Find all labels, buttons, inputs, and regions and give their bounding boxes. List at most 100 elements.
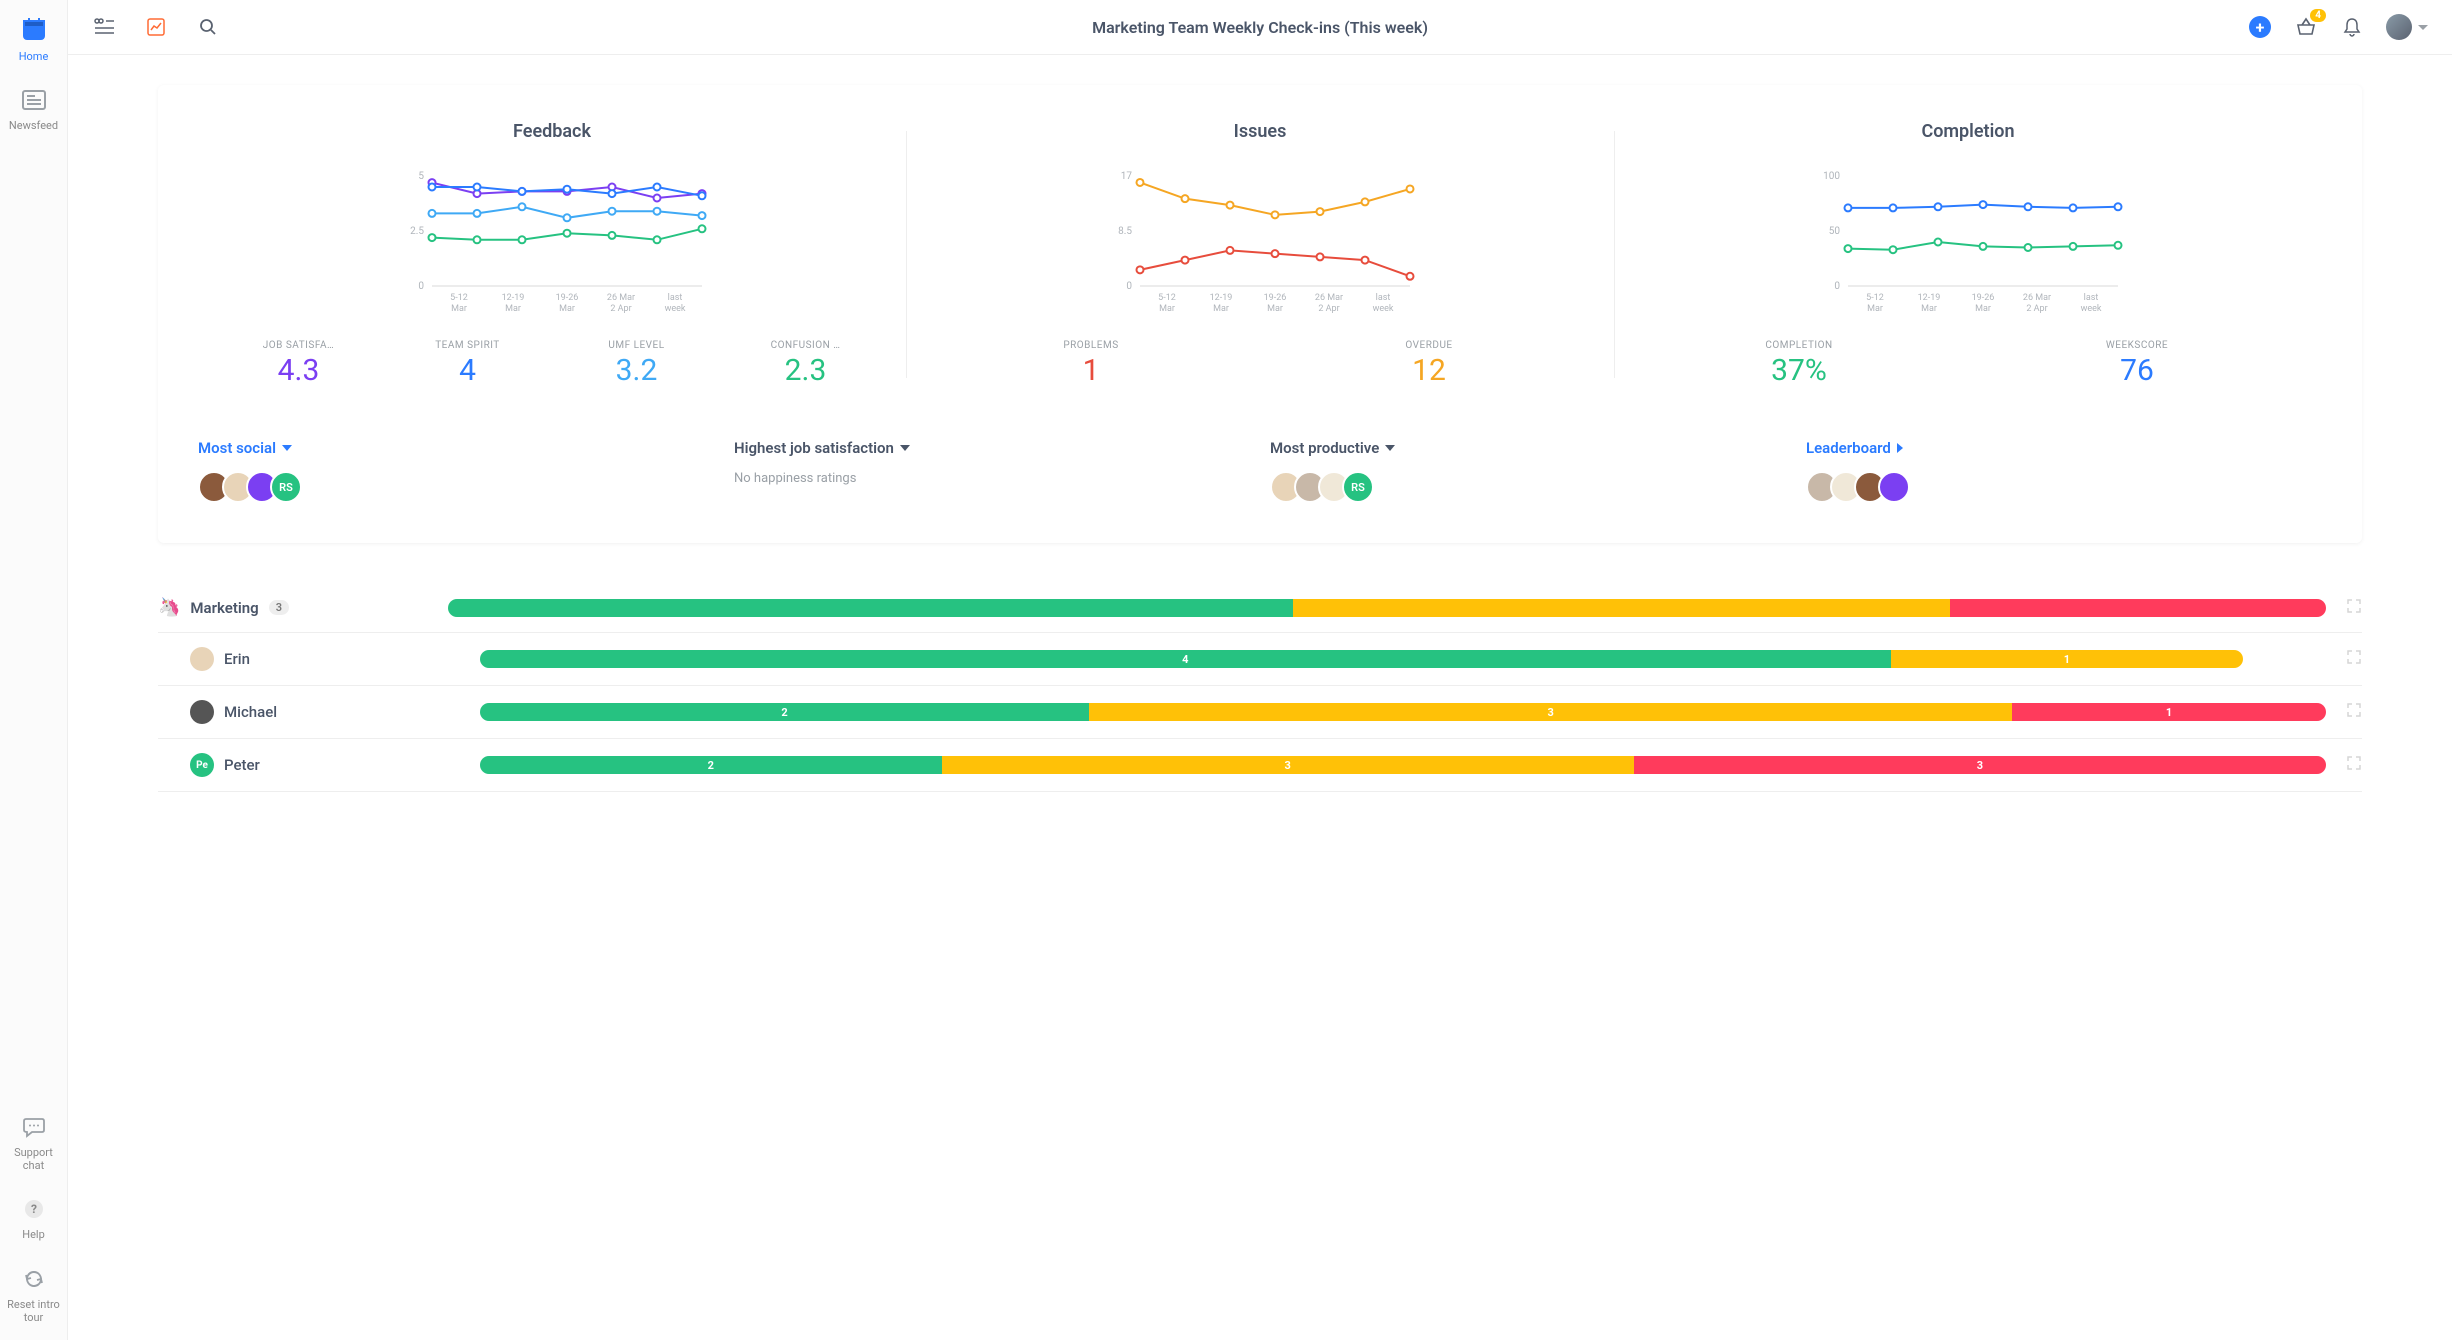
progress-segment: 4 [480,650,1891,668]
avatar: Pe [190,753,214,777]
basket-icon[interactable]: 4 [2294,15,2318,39]
sidebar-item-reset-intro[interactable]: Reset intro tour [0,1264,67,1328]
leader-title[interactable]: Most social [198,439,292,457]
metric-umf-level: UMF LEVEL3.2 [556,340,717,388]
help-icon: ? [23,1198,45,1224]
user-menu[interactable] [2386,15,2428,39]
topbar: Marketing Team Weekly Check-ins (This we… [68,0,2452,55]
progress-segment: 3 [1089,703,2012,721]
leader-title[interactable]: Highest job satisfaction [734,439,910,457]
sidebar-item-newsfeed[interactable]: Newsfeed [0,85,67,136]
svg-text:Mar: Mar [451,304,467,314]
add-button[interactable]: + [2248,15,2272,39]
progress-segment: 3 [942,756,1634,774]
metric-team-spirit: TEAM SPIRIT 4 [387,340,548,388]
svg-text:19-26: 19-26 [556,293,579,303]
metric-value: 12 [1264,353,1594,388]
member-row[interactable]: Erin41 [158,633,2362,686]
metric-value: 4 [387,353,548,388]
svg-text:100: 100 [1823,171,1840,182]
basket-badge: 4 [2310,9,2326,22]
svg-text:0: 0 [1126,281,1132,292]
svg-text:17: 17 [1121,171,1133,182]
sidebar-item-help[interactable]: ?Help [0,1194,67,1245]
svg-text:Mar: Mar [505,304,521,314]
page-title: Marketing Team Weekly Check-ins (This we… [1092,18,1428,37]
svg-text:26 Mar: 26 Mar [2023,293,2051,303]
svg-text:2 Apr: 2 Apr [610,304,631,314]
metric-completion: COMPLETION37% [1634,340,1964,388]
svg-text:12-19: 12-19 [1210,293,1233,303]
avatar[interactable]: RS [1342,471,1374,503]
svg-text:Mar: Mar [559,304,575,314]
bell-icon[interactable] [2340,15,2364,39]
metric-label: TEAM SPIRIT [387,340,548,351]
svg-text:12-19: 12-19 [502,293,525,303]
avatar-group: RS [1270,471,1786,503]
svg-text:0: 0 [418,281,424,292]
svg-text:?: ? [31,1202,37,1216]
expand-icon[interactable] [2326,598,2362,618]
metric-overdue: OVERDUE 12 [1264,340,1594,388]
expand-icon[interactable] [2326,702,2362,722]
avatar [190,700,214,724]
svg-text:2 Apr: 2 Apr [2026,304,2047,314]
sidebar-item-home[interactable]: Home [0,12,67,67]
svg-text:Mar: Mar [1975,304,1991,314]
sidebar-label: Home [19,50,49,63]
avatar [190,647,214,671]
svg-text:8.5: 8.5 [1118,226,1132,237]
metric-label: OVERDUE [1264,340,1594,351]
sidebar-label: Support chat [14,1146,53,1172]
svg-text:5-12: 5-12 [450,293,468,303]
progress-bar: 233 [480,756,2326,774]
progress-segment: 3 [1634,756,2326,774]
member-name: Peter [224,756,260,774]
team-name: Marketing [190,599,258,617]
avatar[interactable] [1878,471,1910,503]
svg-text:Mar: Mar [1213,304,1229,314]
search-icon[interactable] [196,15,220,39]
svg-text:2.5: 2.5 [410,226,424,237]
people-list-icon[interactable] [92,15,116,39]
leader-title[interactable]: Most productive [1270,439,1395,457]
expand-icon[interactable] [2326,649,2362,669]
svg-text:5: 5 [418,171,424,182]
leader-title[interactable]: Leaderboard [1806,439,1903,457]
chart-title: Completion [1634,121,2302,142]
avatar-group [1806,471,2322,503]
sidebar-item-support-chat[interactable]: Support chat [0,1112,67,1176]
svg-text:week: week [2081,304,2102,314]
svg-text:12-19: 12-19 [1918,293,1941,303]
metric-job-satisfa-: JOB SATISFA…4.3 [218,340,379,388]
avatar[interactable]: RS [270,471,302,503]
svg-text:19-26: 19-26 [1264,293,1287,303]
home-icon [21,16,47,46]
progress-segment: 2 [480,756,942,774]
progress-segment [1950,599,2326,617]
progress-bar: 41 [480,650,2243,668]
leader-col-most-productive: Most productive RS [1270,438,1786,503]
member-row[interactable]: Michael231 [158,686,2362,739]
feedback-chart-col: Feedback02.555-12Mar12-19Mar19-26Mar26 M… [198,121,906,388]
team-section: 🦄Marketing3Erin41Michael231PePeter233 [158,583,2362,792]
leader-row: Most social RSHighest job satisfaction N… [198,438,2322,503]
metric-value: 2.3 [725,353,886,388]
chart-title: Issues [926,121,1594,142]
svg-text:week: week [1373,304,1394,314]
sidebar-top: Home Newsfeed [0,12,67,136]
sidebar-bottom: Support chat ?Help Reset intro tour [0,1112,67,1328]
svg-text:Mar: Mar [1921,304,1937,314]
progress-segment [1293,599,1950,617]
member-row[interactable]: PePeter233 [158,739,2362,792]
team-header-row[interactable]: 🦄Marketing3 [158,583,2362,633]
trend-icon[interactable] [144,15,168,39]
avatar-group: RS [198,471,714,503]
reset-intro-icon [23,1268,45,1294]
metric-label: WEEKSCORE [1972,340,2302,351]
progress-bar [448,599,2326,617]
expand-icon[interactable] [2326,755,2362,775]
metric-label: CONFUSION … [725,340,886,351]
team-icon: 🦄 [158,597,180,618]
leader-col-leaderboard: Leaderboard [1806,438,2322,503]
